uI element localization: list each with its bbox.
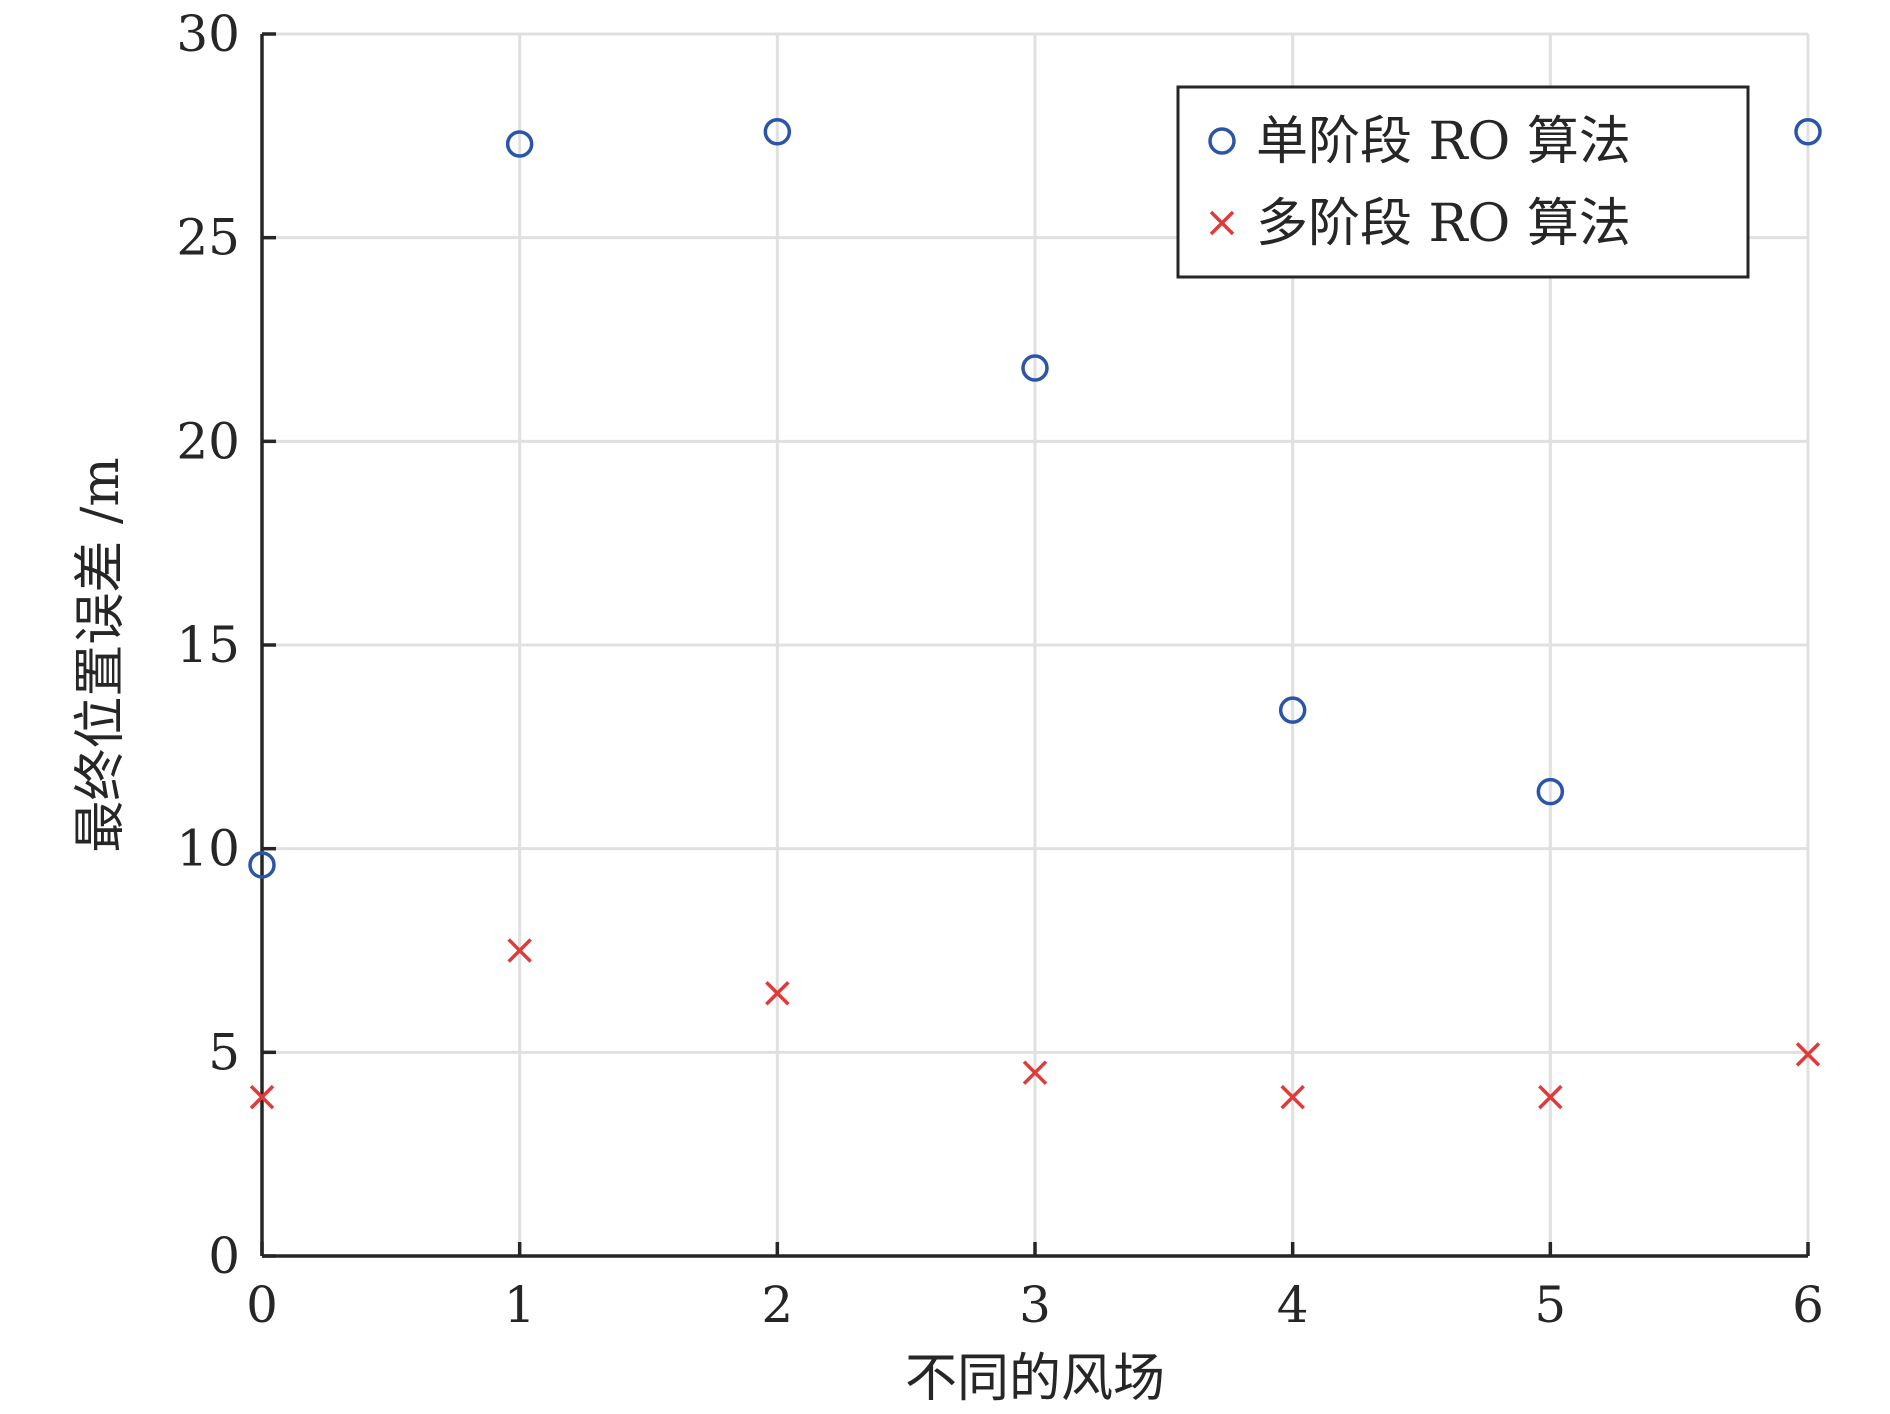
circle-point bbox=[1021, 354, 1049, 382]
cross-point bbox=[765, 981, 790, 1006]
x-tick-label: 5 bbox=[1534, 1276, 1566, 1334]
circle-point bbox=[763, 118, 792, 146]
legend-label: 多阶段 RO 算法 bbox=[1256, 194, 1631, 254]
cross-point bbox=[249, 1084, 275, 1110]
y-tick-label: 5 bbox=[208, 1023, 240, 1081]
legend-circle-marker bbox=[1208, 127, 1236, 155]
circle-point bbox=[248, 851, 276, 879]
legend-entry: 多阶段 RO 算法 bbox=[1209, 194, 1631, 254]
cross-point bbox=[1795, 1042, 1821, 1067]
data-points bbox=[248, 118, 1822, 1110]
legend-label: 单阶段 RO 算法 bbox=[1256, 112, 1631, 172]
legend-box bbox=[1176, 85, 1750, 279]
legend-cross-marker bbox=[1209, 210, 1235, 236]
x-ticks: 0 1 2 3 4 5 6 bbox=[246, 1242, 1824, 1334]
x-tick-label: 2 bbox=[761, 1276, 793, 1334]
y-axis-title: 最终位置误差 /m bbox=[71, 457, 131, 852]
x-tick-label: 6 bbox=[1792, 1276, 1824, 1334]
series-2 bbox=[249, 938, 1821, 1110]
y-tick-label: 25 bbox=[176, 209, 240, 267]
cross-point bbox=[1022, 1060, 1048, 1085]
series-1 bbox=[248, 118, 1822, 879]
y-tick-label: 15 bbox=[176, 616, 240, 674]
cross-point bbox=[507, 938, 532, 963]
y-tick-label: 20 bbox=[176, 412, 240, 470]
x-axis-title: 不同的风场 bbox=[905, 1349, 1165, 1409]
cross-point bbox=[1280, 1084, 1305, 1110]
y-tick-label: 0 bbox=[208, 1227, 240, 1285]
x-tick-label: 1 bbox=[504, 1276, 536, 1334]
x-tick-label: 0 bbox=[246, 1276, 278, 1334]
circle-point bbox=[1536, 777, 1565, 806]
legend-entry: 单阶段 RO 算法 bbox=[1208, 112, 1631, 172]
circle-point bbox=[505, 130, 534, 158]
y-tick-label: 30 bbox=[176, 5, 240, 63]
y-ticks: 0 5 10 15 20 25 30 bbox=[176, 5, 276, 1285]
cross-point bbox=[1538, 1084, 1563, 1110]
circle-point bbox=[1278, 696, 1307, 724]
x-tick-label: 4 bbox=[1277, 1276, 1309, 1334]
x-tick-label: 3 bbox=[1019, 1276, 1051, 1334]
circle-point bbox=[1794, 118, 1822, 146]
y-tick-label: 10 bbox=[176, 820, 240, 878]
